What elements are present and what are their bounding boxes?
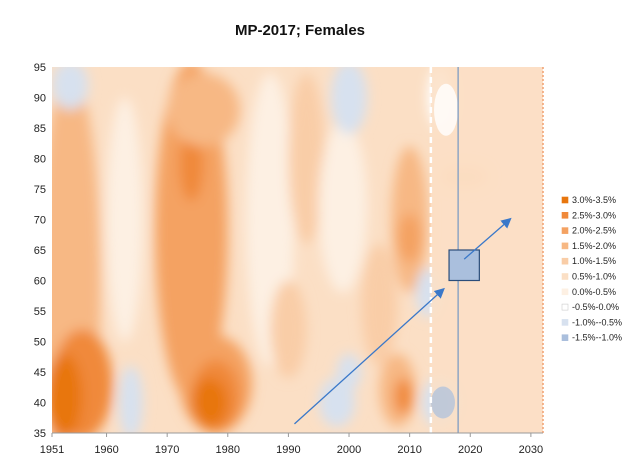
contour-region-18 bbox=[397, 213, 422, 263]
highlight-box bbox=[448, 249, 480, 282]
trend-arrow-2 bbox=[463, 217, 512, 260]
legend-swatch bbox=[561, 303, 569, 311]
contour-region-15 bbox=[318, 121, 368, 293]
x-tick-label: 1970 bbox=[155, 444, 179, 456]
legend-swatch bbox=[561, 319, 569, 326]
x-tick-label: 2020 bbox=[458, 444, 482, 456]
legend-label: 0.0%-0.5% bbox=[572, 287, 616, 297]
contour-region-3 bbox=[52, 353, 83, 433]
x-tick-label: 1990 bbox=[276, 444, 300, 456]
legend-label: 1.0%-1.5% bbox=[572, 256, 616, 266]
y-tick-label: 40 bbox=[34, 398, 46, 410]
contour-region-19 bbox=[361, 243, 398, 366]
contour-region-6 bbox=[155, 67, 228, 403]
legend-label: 2.0%-2.5% bbox=[572, 226, 616, 236]
x-tick-label: 2010 bbox=[397, 444, 421, 456]
contour-region-16 bbox=[330, 67, 368, 135]
y-tick-label: 80 bbox=[34, 154, 46, 166]
legend-swatch bbox=[561, 227, 569, 234]
y-tick-label: 85 bbox=[34, 123, 46, 135]
y-tick-label: 50 bbox=[34, 337, 46, 349]
contour-region-11 bbox=[191, 378, 228, 427]
legend-swatch bbox=[561, 334, 569, 342]
contour-region-14 bbox=[288, 73, 325, 244]
contour-region-13 bbox=[270, 280, 307, 379]
y-tick-label: 95 bbox=[34, 62, 46, 74]
legend-swatch bbox=[561, 242, 569, 250]
contour-region-7 bbox=[179, 128, 204, 202]
legend-label: 2.5%-3.0% bbox=[572, 210, 616, 220]
legend-label: 3.0%-3.5% bbox=[572, 195, 616, 205]
contour-region-21 bbox=[394, 378, 413, 415]
legend-label: 0.5%-1.0% bbox=[572, 272, 616, 282]
x-tick-label: 2000 bbox=[337, 444, 361, 456]
projection-low-region bbox=[430, 386, 455, 419]
y-tick-label: 65 bbox=[34, 245, 46, 257]
legend-swatch bbox=[561, 257, 569, 265]
legend-swatch bbox=[561, 288, 569, 296]
legend-swatch bbox=[561, 212, 569, 219]
legend-swatch bbox=[561, 273, 569, 280]
y-tick-label: 90 bbox=[34, 93, 46, 105]
legend: 3.0%-3.5% 2.5%-3.0% 2.0%-2.5% 1.5%-2.0% 1.0%… bbox=[561, 195, 622, 343]
projection-high-region bbox=[434, 83, 459, 136]
contour-region-23 bbox=[318, 378, 356, 427]
y-tick-label: 35 bbox=[34, 428, 46, 440]
contour-region-8 bbox=[167, 73, 240, 147]
x-tick-label: 1980 bbox=[216, 444, 240, 456]
y-tick-label: 75 bbox=[34, 184, 46, 196]
projection-zone bbox=[430, 67, 544, 433]
trend-arrow-1 bbox=[294, 287, 445, 425]
legend-label: -0.5%-0.0% bbox=[572, 302, 619, 312]
annotations bbox=[294, 67, 512, 433]
legend-swatch bbox=[561, 196, 569, 204]
legend-label: 1.5%-2.0% bbox=[572, 241, 616, 251]
y-tick-label: 70 bbox=[34, 215, 46, 227]
axes: 1951 1960 1970 1980 1990 2000 2010 2020 2030 35 40… bbox=[34, 62, 543, 456]
chart-title: MP-2017; Females bbox=[234, 22, 366, 39]
legend-label: -1.0%--0.5% bbox=[572, 317, 622, 327]
contour-region-27 bbox=[52, 67, 89, 110]
x-tick-label: 1951 bbox=[40, 444, 64, 456]
heatmap-surface bbox=[52, 67, 489, 433]
x-tick-label: 1960 bbox=[94, 444, 118, 456]
contour-region-4 bbox=[106, 97, 143, 342]
contour-regions bbox=[52, 67, 489, 433]
y-tick-label: 55 bbox=[34, 306, 46, 318]
contour-region-5 bbox=[118, 365, 143, 433]
y-tick-label: 60 bbox=[34, 276, 46, 288]
x-tick-label: 2030 bbox=[519, 444, 543, 456]
legend-label: -1.5%--1.0% bbox=[572, 333, 622, 343]
y-tick-label: 45 bbox=[34, 367, 46, 379]
